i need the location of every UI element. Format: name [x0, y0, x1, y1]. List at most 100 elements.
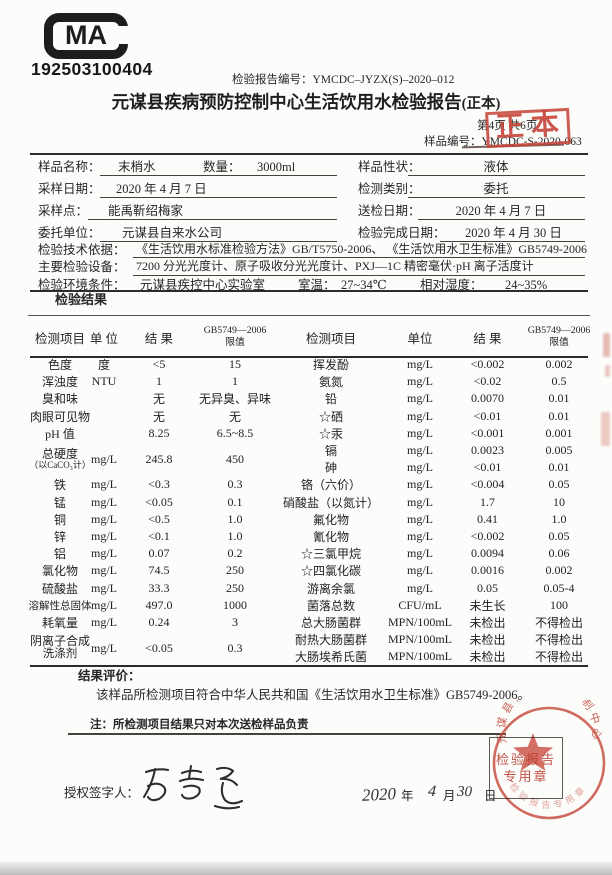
row-unit: mg/L: [91, 614, 117, 629]
row-unit: CFU/mL: [398, 597, 442, 612]
row-item: 铬（六价）: [300, 478, 361, 493]
page-title-suffix: (正本): [461, 96, 501, 112]
row-item: 锰: [53, 495, 66, 510]
col-item: 检测项目: [35, 331, 86, 346]
row-result: <0.1: [148, 528, 170, 543]
seal-caption-line1: 检验报告: [495, 752, 556, 767]
row-unit: mg/L: [91, 640, 117, 655]
row-unit: mg/L: [407, 580, 433, 595]
table-row: pH 值 8.25 6.5~8.5: [35, 425, 275, 442]
row-unit: mg/L: [407, 443, 433, 458]
col-limit-label: 限值: [549, 337, 569, 348]
row-item: 硫酸盐: [41, 581, 78, 596]
table-row: 大肠埃希氏菌 MPN/100mL 未检出 不得检出: [277, 648, 598, 665]
table-row: 阴离子合成 洗涤剂 mg/L <0.05 0.3: [30, 631, 275, 665]
row-item: ☆四氯化碳: [300, 564, 361, 579]
date-month-handwritten: 4: [427, 782, 437, 801]
underline: [100, 197, 337, 198]
row-unit: mg/L: [91, 546, 117, 561]
row-result: 未检出: [469, 650, 506, 665]
row-item: 氨氮: [318, 375, 343, 390]
row-item: 氰化物: [312, 529, 349, 544]
row-limit: 15: [229, 357, 241, 372]
equipment-value: 7200 分光光度计、原子吸收分光光度计、PXJ—1C 精密毫伏·pH 离子活度…: [136, 259, 534, 273]
col-limit-std: GB5749—2006: [203, 324, 267, 336]
underline: [408, 175, 585, 176]
row-item: 挥发酚: [312, 358, 349, 373]
results-table-right: 检测项目 单位 结 果 GB5749—2006 限值 挥发酚 mg/L <0.002…: [277, 318, 598, 665]
table-row: 臭和味 无 无异臭、异味: [35, 390, 275, 407]
table-header-right: 检测项目 单位 结 果 GB5749—2006 限值: [277, 318, 598, 356]
row-item: 肉眼可见物: [30, 409, 91, 424]
row-item: ☆三氯甲烷: [300, 547, 361, 562]
row-limit: 250: [226, 563, 244, 578]
row-unit: mg/L: [91, 563, 117, 578]
row-item: 铝: [53, 547, 66, 562]
table-header-left: 检测项目 单 位 结 果 GB5749—2006 限值: [35, 318, 275, 356]
table-row: 氰化物 mg/L <0.002 0.05: [277, 528, 598, 545]
row-item: pH 值: [45, 426, 75, 441]
table-row: ☆三氯甲烷 mg/L 0.0094 0.06: [277, 545, 598, 562]
table-row: 耐热大肠菌群 MPN/100mL 未检出 不得检出: [277, 631, 598, 648]
table-row: 铬（六价） mg/L <0.004 0.05: [277, 476, 598, 493]
report-number-label: 检验报告编号：: [232, 74, 313, 86]
row-item: 氟化物: [312, 512, 349, 527]
col-limit-label: 限值: [225, 337, 245, 348]
underline: [100, 241, 337, 242]
row-limit: 3: [232, 614, 238, 629]
row-result: <0.004: [470, 477, 505, 492]
row-unit: mg/L: [407, 357, 433, 372]
sample-name-value: 末梢水: [118, 160, 156, 174]
test-type-value: 委托: [483, 182, 509, 196]
row-limit: 0.3: [227, 640, 243, 655]
row-result: 0.07: [148, 546, 170, 561]
row-unit: mg/L: [91, 477, 117, 492]
date-day-handwritten: 30: [456, 783, 473, 801]
table-header-divider: [30, 356, 588, 358]
row-limit: 不得检出: [534, 615, 583, 630]
seal-caption-box: 检验报告 专用章: [489, 737, 563, 799]
row-result: <0.01: [473, 408, 502, 423]
row-result: 0.24: [148, 614, 170, 629]
row-item: 铅: [324, 392, 337, 407]
row-item: 耐热大肠菌群: [294, 633, 367, 648]
table-row: 锰 mg/L <0.05 0.1: [35, 493, 275, 510]
table-row: ☆汞 mg/L <0.001 0.001: [277, 425, 598, 442]
row-limit: 0.1: [227, 494, 243, 509]
room-temp-value: 27~34℃: [341, 278, 387, 292]
row-result: 0.0023: [471, 443, 504, 458]
cma-logo: MA: [44, 13, 129, 59]
row-item: 砷: [324, 461, 337, 476]
round-official-seal: 元谋县疾病预防控制中心 检验报告专用章: [492, 700, 606, 820]
table-row: 浑浊度 NTU 1 1: [35, 373, 275, 390]
divider-top: [30, 153, 588, 156]
table-row: 砷 mg/L <0.01 0.01: [277, 459, 598, 476]
date-year-unit: 年: [401, 789, 414, 803]
row-limit: 1.0: [227, 511, 243, 526]
page-info: 第4页 共6页: [477, 120, 538, 132]
date-day-unit: 日: [484, 789, 497, 803]
table-row: 溶解性总固体 mg/L 497.0 1000: [29, 597, 275, 614]
row-unit: mg/L: [407, 408, 433, 423]
row-result: 0.0094: [471, 546, 504, 561]
table-row: 游离余氯 mg/L 0.05 0.05-4: [277, 579, 598, 596]
row-limit: 10: [553, 494, 565, 509]
red-smudge: [603, 333, 610, 357]
quantity-value: 3000ml: [257, 160, 296, 174]
row-item: 铁: [53, 478, 66, 493]
date-year-handwritten: 2020: [361, 784, 397, 805]
cma-logo-text: MA: [65, 20, 107, 50]
row-unit: mg/L: [407, 391, 433, 406]
row-limit: 450: [226, 451, 244, 466]
evaluation-text: 该样品所检测项目符合中华人民共和国《生活饮用水卫生标准》GB5749-2006。: [96, 688, 531, 702]
row-result: <0.01: [473, 460, 502, 475]
row-limit: 0.002: [545, 563, 573, 578]
row-result: <0.5: [148, 511, 170, 526]
col-limit: GB5749—2006 限值: [204, 325, 267, 349]
row-unit: NTU: [91, 374, 117, 389]
row-item: 臭和味: [41, 392, 78, 407]
client-label: 委托单位：: [38, 226, 101, 240]
row-result: 无: [152, 392, 165, 407]
table-row: 镉 mg/L 0.0023 0.005: [277, 442, 598, 459]
row-item: 总大肠菌群: [300, 615, 361, 630]
